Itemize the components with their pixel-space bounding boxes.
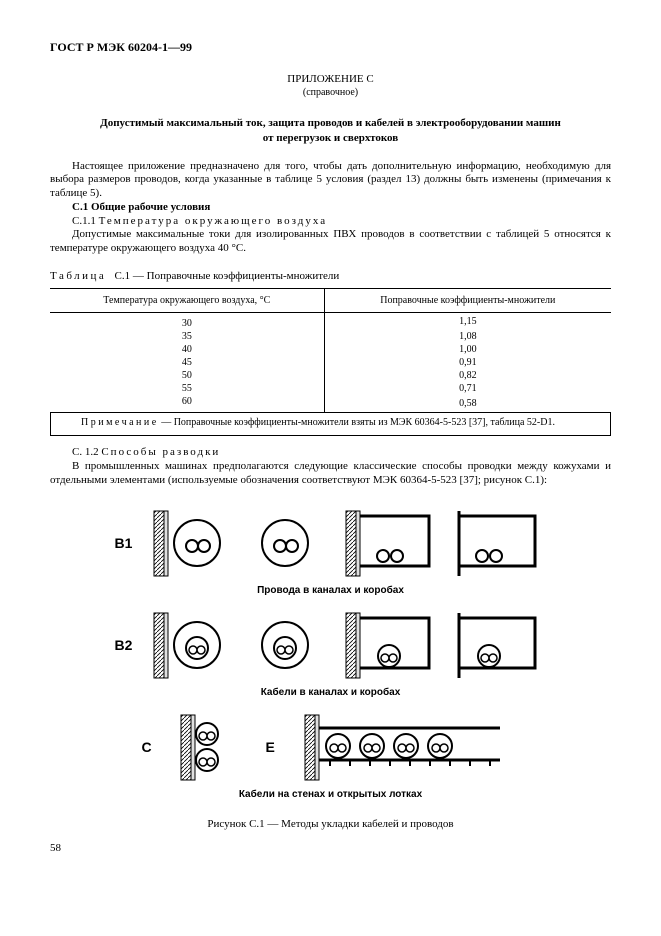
table-wrapper: Температура окружающего воздуха, °С Попр… [50,288,611,413]
intro-paragraph: Настоящее приложение предназначено для т… [50,160,611,201]
b2-sublabel: Кабели в каналах и коробах [50,687,611,698]
e-sub [300,710,520,785]
annex-subtitle: (справочное) [50,87,611,98]
b2-sub2 [245,608,335,683]
b1-sub2 [245,506,335,581]
table-note: Примечание — Поправочные коэффициенты-мн… [50,413,611,437]
temp-cell: 30 [50,312,324,330]
table-row: 401,00 [50,343,611,356]
label-c: С [142,739,170,755]
coefficients-table: Температура окружающего воздуха, °С Попр… [50,288,611,412]
figure-row-b2: В2 [50,608,611,683]
coef-cell: 1,15 [324,312,611,330]
label-b2: В2 [115,637,143,653]
page-number: 58 [50,842,611,854]
temp-cell: 45 [50,356,324,369]
c1-title: Общие рабочие условия [91,201,210,213]
c11-title: Температура окружающего воздуха [99,215,328,227]
label-b1: В1 [115,535,143,551]
figure-caption: Рисунок С.1 — Методы укладки кабелей и п… [50,818,611,830]
col2-header: Поправочные коэффициенты-множители [324,288,611,312]
table-row: 301,15 [50,312,611,330]
table-row: 600,58 [50,395,611,412]
annex-title: ПРИЛОЖЕНИЕ С [50,73,611,85]
c1-num: С.1 [72,201,88,213]
table-row: 550,71 [50,382,611,395]
section-c11-head: С.1.1 Температура окружающего воздуха [50,215,611,229]
ce-sublabel: Кабели на стенах и открытых лотках [50,789,611,800]
b1-sub1 [149,506,239,581]
main-title-l1: Допустимый максимальный ток, защита пров… [100,117,561,129]
caption-prefix: Таблица [50,270,106,282]
section-c12-head: С. 1.2 Способы разводки [50,446,611,460]
coef-cell: 0,82 [324,369,611,382]
b2-sub1 [149,608,239,683]
table-row: 450,91 [50,356,611,369]
c12-num: С. 1.2 [72,446,99,458]
coef-cell: 0,91 [324,356,611,369]
caption-rest: С.1 — Поправочные коэффициенты-множители [115,270,340,282]
c-sub [176,710,246,785]
c11-text: Допустимые максимальные токи для изолиро… [50,228,611,256]
table-row: 500,82 [50,369,611,382]
note-rest: — Поправочные коэффициенты-множители взя… [159,417,555,428]
coef-cell: 1,00 [324,343,611,356]
figure-c1: В1 [50,506,611,830]
c12-title: Способы разводки [101,446,220,458]
b2-sub4 [447,608,547,683]
b1-sublabel: Провода в каналах и коробах [50,585,611,596]
temp-cell: 60 [50,395,324,412]
label-e: Е [266,739,294,755]
figure-row-ce: С Е [50,710,611,785]
temp-cell: 40 [50,343,324,356]
figure-row-b1: В1 [50,506,611,581]
section-c1: С.1 Общие рабочие условия [50,201,611,215]
b2-sub3 [341,608,441,683]
b1-sub4 [447,506,547,581]
b1-sub3 [341,506,441,581]
temp-cell: 35 [50,330,324,343]
note-prefix: Примечание [59,417,159,430]
coef-cell: 1,08 [324,330,611,343]
temp-cell: 50 [50,369,324,382]
table-row: 351,08 [50,330,611,343]
table-caption: Таблица С.1 — Поправочные коэффициенты-м… [50,270,611,282]
main-title: Допустимый максимальный ток, защита пров… [50,116,611,146]
temp-cell: 55 [50,382,324,395]
col1-header: Температура окружающего воздуха, °С [50,288,324,312]
main-title-l2: от перегрузок и сверхтоков [263,132,398,144]
doc-header: ГОСТ Р МЭК 60204-1—99 [50,40,611,55]
table-header-row: Температура окружающего воздуха, °С Попр… [50,288,611,312]
c12-text: В промышленных машинах предполагаются сл… [50,460,611,488]
coef-cell: 0,58 [324,395,611,412]
coef-cell: 0,71 [324,382,611,395]
c11-num: С.1.1 [72,215,96,227]
